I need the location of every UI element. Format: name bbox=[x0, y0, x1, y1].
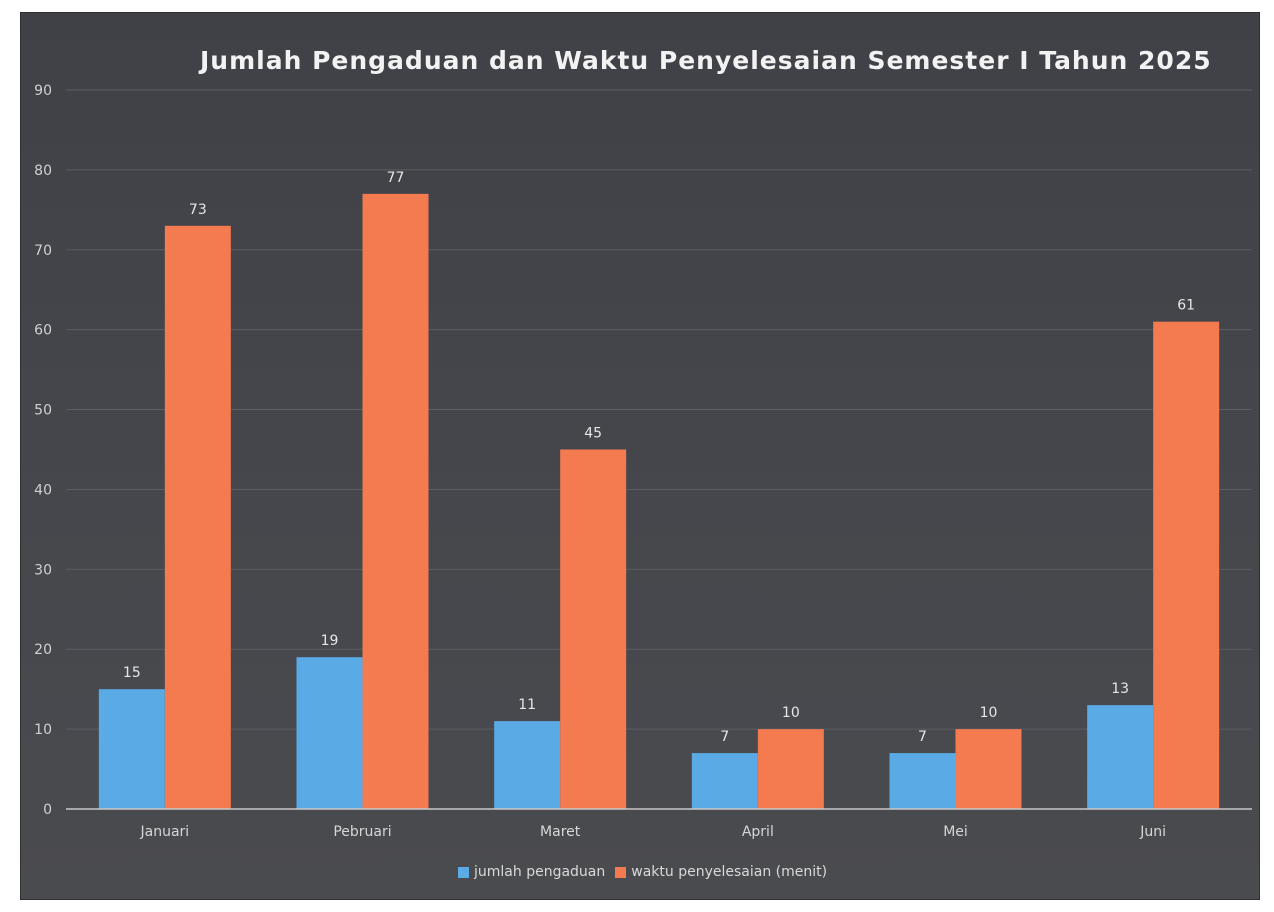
data-label: 10 bbox=[980, 705, 998, 721]
legend-swatch-orange bbox=[615, 866, 627, 878]
legend: jumlah pengaduan waktu penyelesaian (men… bbox=[458, 862, 837, 882]
data-label: 10 bbox=[782, 705, 800, 721]
legend-item-waktu-penyelesaian: waktu penyelesaian (menit) bbox=[615, 864, 827, 880]
bar-jumlah-pengaduan-mei bbox=[889, 753, 956, 809]
data-label: 7 bbox=[720, 729, 729, 745]
data-label: 7 bbox=[918, 729, 927, 745]
chart-title: Jumlah Pengaduan dan Waktu Penyelesaian … bbox=[200, 46, 1212, 75]
data-label: 45 bbox=[584, 426, 602, 442]
x-axis-ticks: Januari Pebruari Maret April Mei Juni bbox=[139, 824, 1166, 840]
legend-label-waktu-penyelesaian: waktu penyelesaian (menit) bbox=[631, 864, 828, 880]
legend-item-jumlah-pengaduan: jumlah pengaduan bbox=[458, 864, 605, 880]
x-tick-label-april: April bbox=[742, 824, 774, 840]
y-tick-label: 70 bbox=[34, 243, 52, 259]
x-tick-label-juni: Juni bbox=[1139, 824, 1166, 840]
data-label: 61 bbox=[1177, 298, 1195, 314]
x-tick-label-mei: Mei bbox=[943, 824, 968, 840]
bar-waktu-penyelesaian-pebruari bbox=[362, 193, 429, 809]
y-tick-label: 10 bbox=[34, 722, 52, 738]
bar-jumlah-pengaduan-maret bbox=[494, 721, 561, 809]
bar-waktu-penyelesaian-januari bbox=[164, 225, 231, 810]
bar-jumlah-pengaduan-januari bbox=[98, 689, 165, 809]
bars bbox=[98, 193, 1220, 810]
y-tick-label: 80 bbox=[34, 163, 52, 179]
y-tick-label: 60 bbox=[34, 323, 52, 339]
y-tick-label: 90 bbox=[34, 83, 52, 99]
gridlines bbox=[66, 89, 1252, 730]
y-tick-label: 30 bbox=[34, 562, 52, 578]
y-tick-label: 50 bbox=[34, 403, 52, 419]
data-label: 77 bbox=[387, 170, 405, 186]
y-tick-label: 0 bbox=[43, 802, 52, 818]
legend-label-jumlah-pengaduan: jumlah pengaduan bbox=[474, 864, 606, 880]
legend-swatch-blue bbox=[458, 866, 469, 878]
bar-waktu-penyelesaian-april bbox=[757, 729, 824, 809]
bar-waktu-penyelesaian-juni bbox=[1153, 321, 1220, 809]
x-tick-label-pebruari: Pebruari bbox=[333, 824, 391, 840]
data-label: 19 bbox=[321, 633, 339, 649]
bar-waktu-penyelesaian-mei bbox=[955, 729, 1022, 809]
bar-jumlah-pengaduan-pebruari bbox=[296, 657, 363, 809]
x-tick-label-januari: Januari bbox=[139, 824, 189, 840]
data-label: 15 bbox=[123, 665, 141, 681]
x-tick-label-maret: Maret bbox=[540, 824, 581, 840]
bar-waktu-penyelesaian-maret bbox=[560, 449, 627, 809]
data-labels: 15 73 19 77 11 45 7 10 7 10 13 61 bbox=[123, 170, 1195, 745]
y-axis-ticks: 0 10 20 30 40 50 60 70 80 90 bbox=[34, 83, 52, 818]
bar-jumlah-pengaduan-juni bbox=[1087, 705, 1154, 809]
bar-jumlah-pengaduan-april bbox=[691, 753, 758, 809]
data-label: 13 bbox=[1111, 681, 1129, 697]
data-label: 11 bbox=[518, 697, 536, 713]
y-tick-label: 40 bbox=[34, 482, 52, 498]
y-tick-label: 20 bbox=[34, 642, 52, 658]
data-label: 73 bbox=[189, 202, 207, 218]
